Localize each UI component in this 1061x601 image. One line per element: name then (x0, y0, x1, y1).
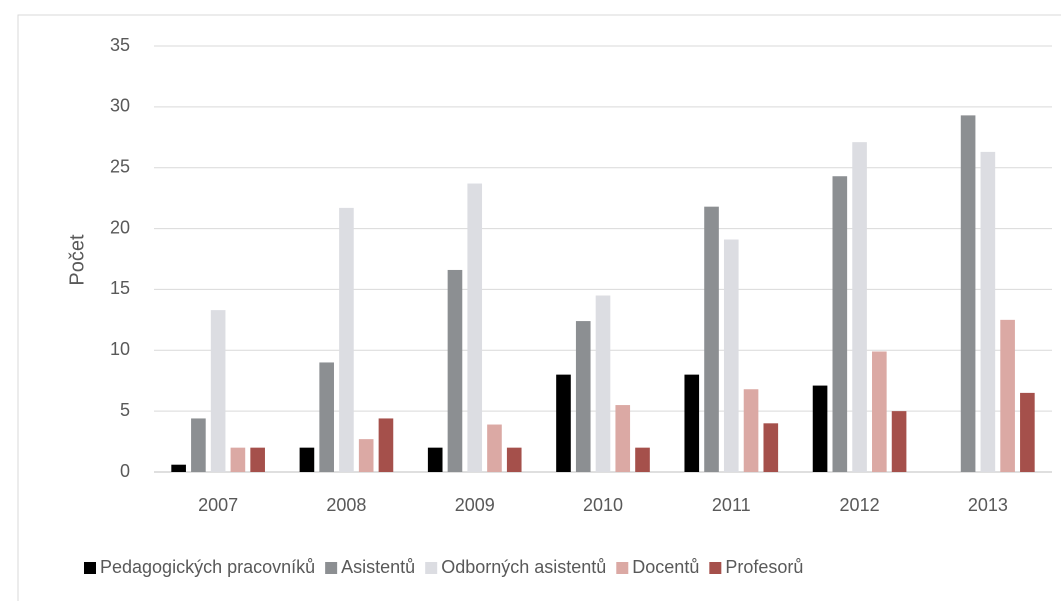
bar (556, 374, 571, 472)
legend-label: Profesorů (725, 557, 803, 577)
bar (378, 418, 394, 472)
x-tick-label: 2012 (840, 495, 880, 515)
bar (872, 351, 887, 472)
bar (319, 362, 334, 472)
x-tick-label: 2013 (968, 495, 1008, 515)
bar (210, 310, 226, 472)
bar (891, 411, 907, 472)
legend-swatch (709, 562, 722, 574)
bar (684, 374, 700, 472)
bar (230, 447, 246, 472)
chart-frame (17, 14, 1061, 601)
legend-label: Odborných asistentů (441, 557, 606, 577)
bar (427, 447, 443, 472)
bar (1000, 319, 1015, 472)
x-tick-label: 2010 (583, 495, 623, 515)
legend-swatch (84, 562, 96, 574)
legend-swatch (325, 562, 338, 574)
x-tick-label: 2009 (455, 495, 495, 515)
y-tick-label: 25 (110, 156, 130, 176)
x-tick-label: 2011 (712, 495, 751, 515)
bar (832, 176, 848, 472)
bar (358, 439, 374, 472)
x-tick-label: 2008 (326, 495, 366, 515)
bar (763, 423, 779, 472)
legend-label: Docentů (632, 557, 699, 577)
bar (506, 447, 522, 472)
bar (635, 447, 650, 472)
legend-swatch (616, 562, 629, 574)
bar (852, 142, 867, 472)
bar (487, 424, 502, 472)
y-tick-label: 5 (120, 400, 130, 420)
bar (743, 389, 759, 472)
y-tick-label: 30 (110, 96, 130, 116)
legend-swatch (425, 562, 438, 574)
y-tick-label: 0 (120, 461, 130, 481)
y-tick-label: 35 (110, 35, 130, 55)
y-axis-title: Počet (66, 234, 88, 286)
bar (191, 418, 206, 472)
legend-label: Pedagogických pracovníků (100, 557, 315, 577)
bar (575, 321, 591, 472)
legend-label: Asistentů (341, 557, 415, 577)
bar (595, 295, 611, 472)
y-tick-label: 15 (110, 278, 130, 298)
bar (171, 464, 186, 472)
bar (299, 447, 315, 472)
bar (339, 207, 354, 472)
bar (723, 239, 739, 472)
bar (615, 405, 631, 472)
bar (467, 183, 483, 472)
bar (960, 115, 976, 473)
y-tick-label: 10 (110, 339, 130, 359)
bar (447, 269, 463, 472)
y-tick-label: 20 (110, 217, 130, 237)
bar (250, 447, 265, 472)
bar (980, 151, 996, 473)
bar (812, 385, 828, 472)
bar (704, 206, 719, 473)
bar (1020, 392, 1035, 472)
x-tick-label: 2007 (198, 495, 238, 515)
